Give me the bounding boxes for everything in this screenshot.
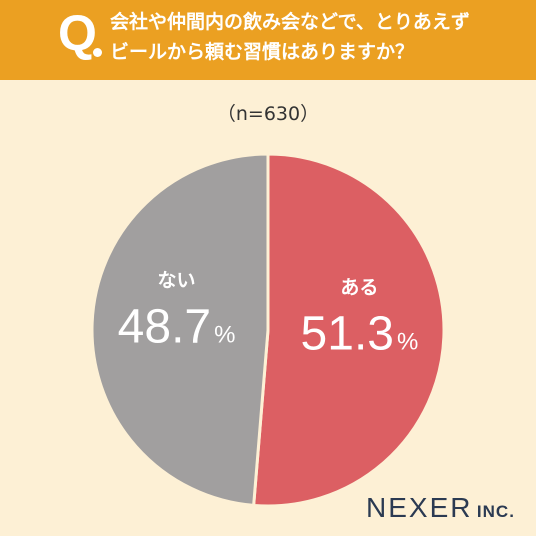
brand-name: NEXER — [366, 492, 473, 523]
slice-yes-label: ある — [340, 277, 378, 299]
question-mark: Q — [58, 5, 97, 61]
question-header: Q 会社や仲間内の飲み会などで、とりあえず ビールから頼む習慣はありますか？ — [0, 0, 536, 80]
sample-size: （n=630） — [216, 103, 320, 125]
slice-no-value: 48.7% — [118, 300, 236, 353]
question-mark-dot — [93, 48, 102, 57]
question-text: 会社や仲間内の飲み会などで、とりあえず ビールから頼む習慣はありますか？ — [110, 7, 530, 67]
brand-suffix: INC. — [476, 502, 515, 521]
slice-yes-value: 51.3% — [301, 308, 419, 361]
brand-logo: NEXER INC. — [366, 492, 515, 524]
question-line-2: ビールから頼む習慣はありますか？ — [110, 41, 415, 63]
question-line-1: 会社や仲間内の飲み会などで、とりあえず — [110, 11, 470, 33]
slice-no — [90, 152, 270, 508]
slice-no-label: ない — [158, 269, 196, 291]
slice-yes — [252, 152, 446, 508]
